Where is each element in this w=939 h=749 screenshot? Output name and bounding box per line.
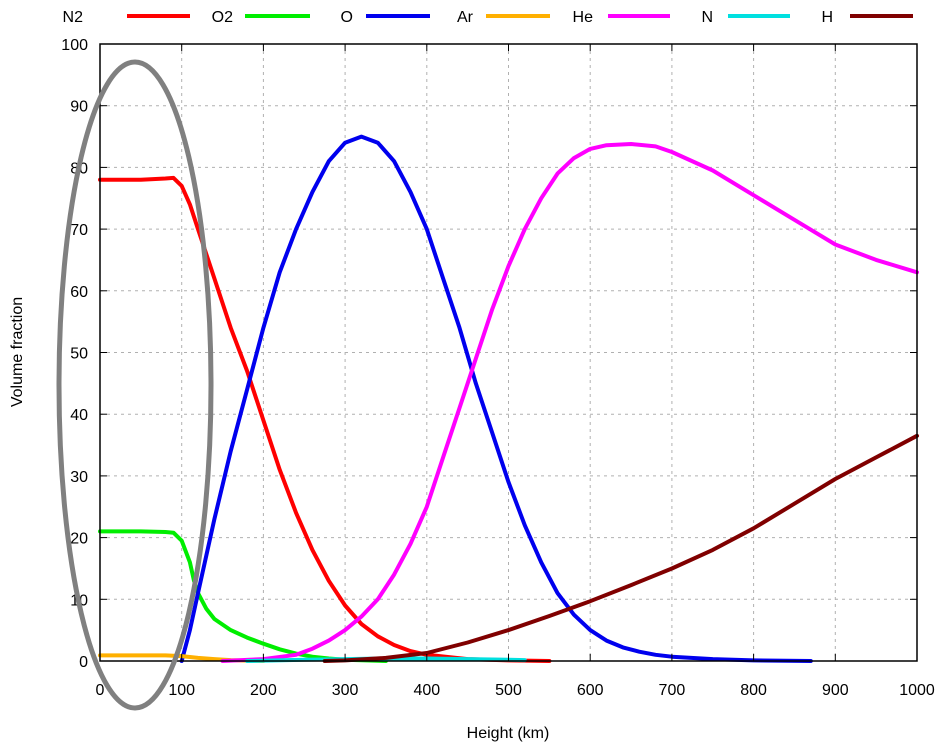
y-tick-label: 20 <box>70 531 88 548</box>
legend-label-o2: O2 <box>212 9 233 26</box>
highlight-ellipse <box>56 59 214 711</box>
x-tick-label: 1000 <box>899 682 935 699</box>
x-tick-label: 500 <box>495 682 522 699</box>
y-tick-label: 70 <box>70 222 88 239</box>
x-tick-label: 600 <box>577 682 604 699</box>
x-axis-label: Height (km) <box>467 725 550 742</box>
series-line-n <box>245 656 527 663</box>
legend-label-he: He <box>573 9 594 26</box>
x-tick-label: 800 <box>740 682 767 699</box>
legend-label-n2: N2 <box>63 9 84 26</box>
y-tick-label: 0 <box>79 654 88 671</box>
legend: N2 O2 O Ar He N H <box>63 9 913 26</box>
legend-label-n: N <box>701 9 713 26</box>
y-tick-label: 100 <box>61 37 88 54</box>
x-axis-ticks: 0 100 200 300 400 500 600 700 800 900 1000 <box>96 44 935 699</box>
x-tick-label: 400 <box>413 682 440 699</box>
series-line-n2 <box>98 175 552 663</box>
x-tick-label: 300 <box>332 682 359 699</box>
y-tick-label: 60 <box>70 284 88 301</box>
series-line-o2 <box>98 529 388 663</box>
x-tick-label: 900 <box>822 682 849 699</box>
y-tick-label: 50 <box>70 346 88 363</box>
series-line-o <box>179 134 813 663</box>
x-tick-label: 0 <box>96 682 105 699</box>
x-tick-label: 700 <box>659 682 686 699</box>
x-tick-label: 100 <box>168 682 195 699</box>
series-line-h <box>322 433 919 663</box>
y-tick-label: 30 <box>70 469 88 486</box>
legend-label-h: H <box>821 9 833 26</box>
legend-label-ar: Ar <box>457 9 474 26</box>
grid-lines <box>100 44 917 661</box>
y-tick-label: 40 <box>70 407 88 424</box>
y-tick-label: 90 <box>70 99 88 116</box>
x-tick-label: 200 <box>250 682 277 699</box>
series-line-he <box>220 142 919 663</box>
legend-label-o: O <box>341 9 353 26</box>
y-axis-label: Volume fraction <box>9 297 26 407</box>
series-layer <box>98 134 919 663</box>
